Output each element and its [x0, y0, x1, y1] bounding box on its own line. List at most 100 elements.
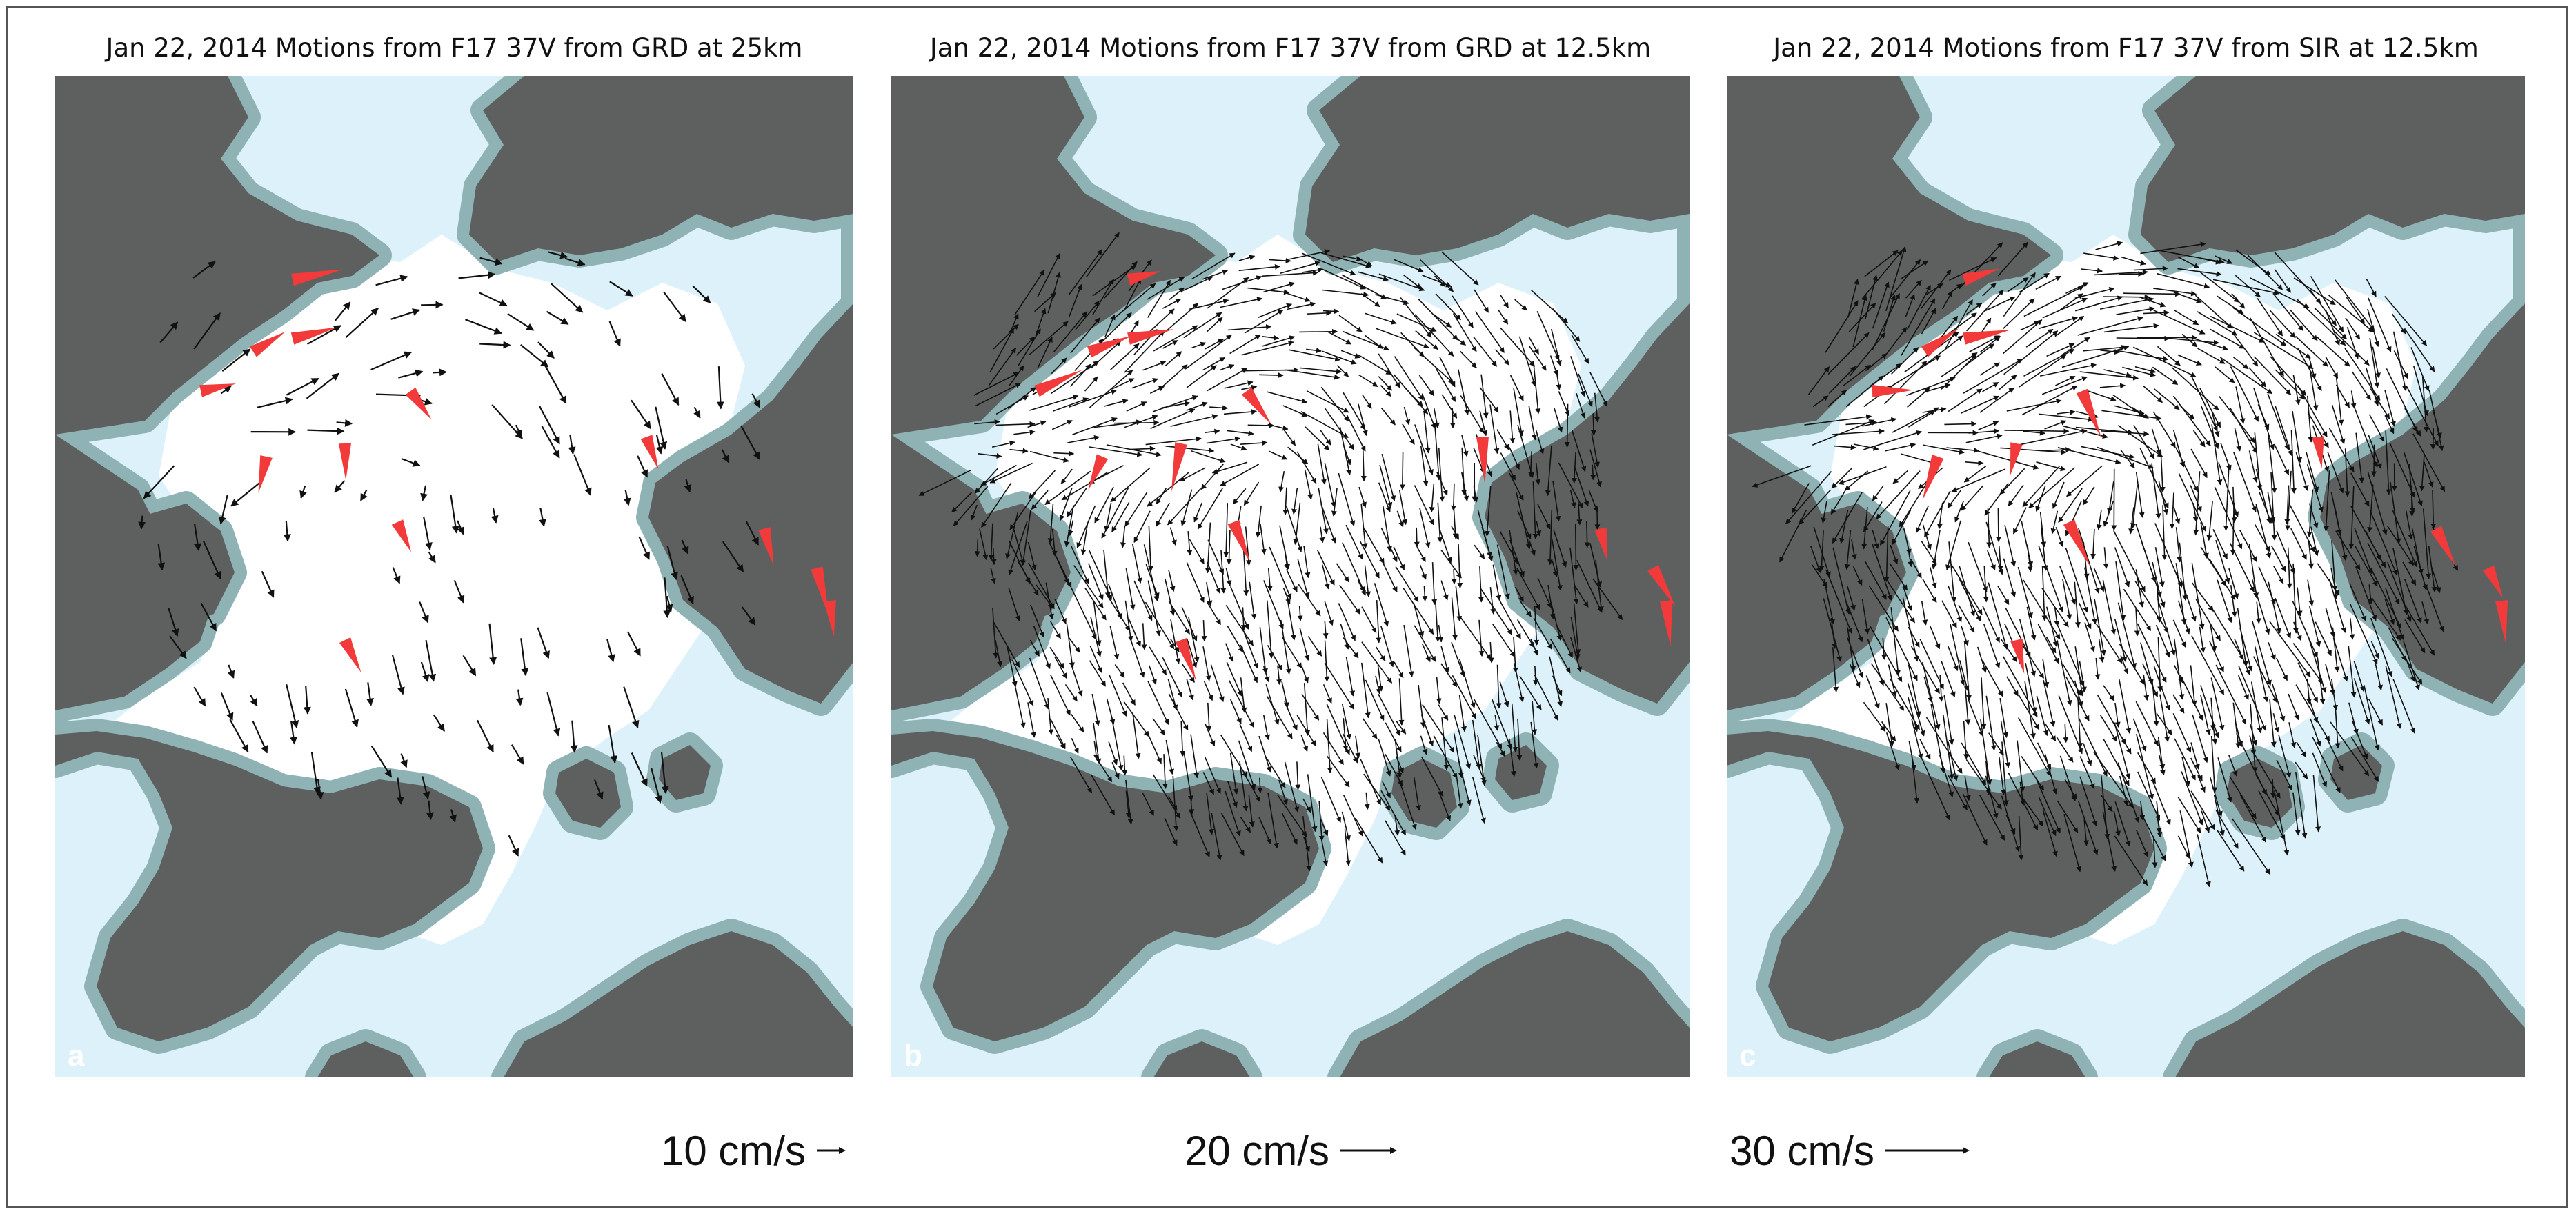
- motion-vector: [1551, 539, 1563, 591]
- motion-vector: [157, 544, 166, 570]
- motion-vector: [1242, 627, 1259, 669]
- motion-vector: [1009, 448, 1029, 454]
- motion-vector: [1145, 564, 1160, 599]
- motion-vector: [568, 434, 576, 455]
- motion-vector: [1345, 657, 1356, 697]
- motion-vector: [1357, 271, 1389, 282]
- motion-vector: [1007, 386, 1037, 410]
- motion-vector: [1440, 646, 1450, 673]
- motion-vector: [1207, 277, 1249, 309]
- motion-vector: [1287, 601, 1296, 641]
- highlight-vector: [391, 519, 412, 552]
- motion-vector: [1528, 336, 1539, 355]
- motion-vector: [1517, 510, 1532, 540]
- motion-vector: [1110, 467, 1151, 503]
- motion-vector: [1322, 564, 1330, 590]
- motion-vector: [1182, 276, 1213, 292]
- motion-vector: [1029, 639, 1040, 657]
- motion-vector: [1268, 450, 1288, 460]
- motion-vector: [1359, 541, 1380, 579]
- motion-vector: [1298, 584, 1321, 617]
- motion-vector: [1005, 511, 1019, 559]
- motion-vector: [1360, 448, 1367, 481]
- motion-vector: [1552, 308, 1581, 342]
- motion-vector: [1518, 336, 1536, 387]
- motion-vector: [1459, 616, 1492, 660]
- motion-vector: [1013, 679, 1026, 729]
- motion-vector: [1276, 665, 1282, 686]
- motion-vector: [1535, 430, 1545, 455]
- motion-vector: [1226, 530, 1232, 565]
- motion-vector: [1378, 353, 1400, 388]
- motion-vector: [1301, 267, 1324, 273]
- motion-vector: [1205, 428, 1220, 435]
- motion-vector: [1460, 350, 1477, 368]
- motion-vector: [433, 714, 446, 732]
- motion-vector: [1145, 436, 1202, 446]
- motion-vector: [651, 768, 663, 804]
- motion-vector: [1266, 391, 1308, 404]
- motion-vector: [1576, 392, 1586, 419]
- motion-vector: [623, 686, 640, 729]
- motion-vector: [1263, 580, 1284, 630]
- motion-vector: [257, 397, 293, 408]
- motion-vector: [1008, 521, 1028, 576]
- motion-vector: [1304, 469, 1314, 500]
- motion-vector: [1108, 584, 1122, 619]
- landmass: [1391, 759, 1457, 828]
- motion-vector: [1124, 415, 1158, 428]
- scale-a-label: 10 cm/s: [661, 1127, 806, 1174]
- motion-vector: [1181, 606, 1198, 642]
- motion-vector: [1320, 252, 1371, 268]
- motion-vector: [1479, 387, 1499, 413]
- motion-vector: [1162, 339, 1178, 349]
- motion-vector: [1576, 502, 1583, 526]
- motion-vector: [1283, 546, 1290, 570]
- motion-vector: [1148, 665, 1157, 685]
- motion-vector: [1282, 405, 1308, 417]
- highlight-vector: [339, 637, 361, 673]
- motion-vector: [1064, 505, 1074, 548]
- motion-vector: [1029, 395, 1079, 411]
- scale-c-arrow: [1885, 1147, 1970, 1154]
- motion-vector: [250, 695, 258, 707]
- motion-vector: [306, 325, 341, 345]
- motion-vector: [1262, 335, 1296, 347]
- motion-vector: [307, 427, 345, 435]
- motion-vector: [1147, 526, 1153, 572]
- motion-vector: [609, 281, 633, 297]
- motion-vector: [1500, 452, 1516, 481]
- motion-vector: [1324, 463, 1336, 508]
- motion-vector: [1496, 664, 1502, 709]
- motion-vector: [1393, 546, 1405, 570]
- motion-vector: [1289, 249, 1331, 260]
- motion-vector: [1421, 393, 1436, 430]
- motion-vector: [1449, 408, 1456, 428]
- motion-vector: [366, 682, 374, 706]
- motion-vector: [1051, 357, 1067, 375]
- motion-vector: [1509, 472, 1524, 501]
- motion-vector: [1263, 281, 1295, 293]
- motion-vector: [344, 688, 359, 728]
- motion-vector: [537, 341, 555, 359]
- motion-vector: [1358, 486, 1367, 508]
- motion-vector: [1210, 664, 1225, 703]
- motion-vector: [1358, 403, 1368, 437]
- motion-vector: [1564, 403, 1570, 448]
- motion-vector: [1361, 641, 1393, 684]
- motion-vector: [1496, 429, 1509, 450]
- motion-vector: [202, 540, 221, 579]
- motion-vector: [1320, 504, 1336, 544]
- motion-vector: [1132, 544, 1142, 584]
- motion-vector: [1533, 365, 1541, 415]
- motion-vector: [1451, 641, 1465, 678]
- motion-vector: [1207, 561, 1221, 594]
- motion-vector: [2430, 428, 2436, 450]
- motion-vector: [1162, 657, 1183, 698]
- motion-vector: [1103, 399, 1129, 407]
- motion-vector: [1545, 445, 1552, 497]
- motion-vector: [951, 492, 972, 513]
- highlight-vector: [758, 527, 774, 566]
- motion-vector: [1381, 453, 1396, 501]
- motion-vector: [1056, 558, 1069, 585]
